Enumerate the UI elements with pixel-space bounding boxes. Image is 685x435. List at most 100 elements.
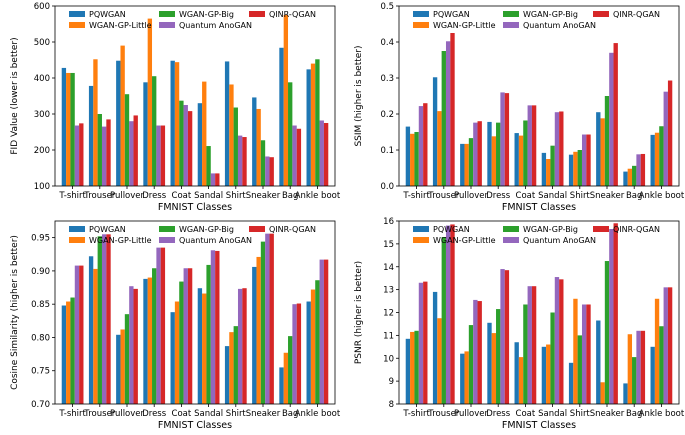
bar	[473, 299, 478, 404]
bar	[613, 223, 618, 404]
bar	[441, 51, 446, 186]
bar	[160, 247, 166, 404]
bar	[210, 173, 216, 186]
y-axis-label: Cosine Similarity (higher is better)	[10, 235, 20, 390]
bar	[106, 119, 111, 186]
bar	[288, 82, 293, 186]
x-tick-label: Trouser	[83, 191, 115, 201]
legend-swatch	[249, 226, 265, 232]
bar	[604, 96, 610, 186]
bar	[573, 298, 578, 404]
bar	[97, 114, 102, 186]
bar	[450, 224, 455, 404]
legend-swatch	[593, 226, 609, 232]
x-tick-label: Bag	[282, 191, 298, 201]
legend-label: WGAN-GP-Little	[433, 21, 496, 30]
bar	[627, 168, 633, 186]
x-tick-label: Sandal	[194, 191, 223, 201]
bar	[667, 287, 673, 404]
bar	[531, 286, 537, 404]
bar	[310, 289, 316, 404]
legend-swatch	[159, 226, 175, 232]
chart-psnr: 8 9 10 11 12 13 14 15 16 T-shirtTrouserPulloverDr…	[354, 217, 685, 431]
y-tick-label: 0.85	[31, 300, 50, 310]
bar	[152, 76, 157, 186]
bar	[183, 105, 188, 186]
bar	[229, 84, 234, 186]
legend-swatch	[69, 22, 85, 28]
axes-frame	[398, 5, 680, 187]
bar	[66, 72, 71, 186]
bar	[197, 103, 203, 186]
bar	[609, 52, 614, 186]
bar	[609, 229, 614, 404]
legend-swatch	[69, 226, 85, 232]
bar	[477, 301, 482, 404]
bar	[88, 256, 94, 404]
x-tick-label: Dress	[486, 409, 511, 419]
bar	[283, 15, 289, 186]
bar	[460, 353, 465, 404]
bar	[568, 154, 574, 186]
bar	[504, 270, 510, 404]
bar	[581, 134, 587, 186]
bar	[586, 304, 591, 404]
bar	[663, 287, 668, 404]
bar	[179, 100, 184, 186]
bar	[93, 268, 98, 404]
legend-swatch	[503, 22, 519, 28]
bar	[600, 382, 605, 404]
bar	[491, 136, 497, 186]
x-tick-label: Bag	[282, 409, 298, 419]
bar	[640, 330, 646, 404]
bar	[129, 121, 134, 186]
bar	[61, 67, 67, 186]
bar	[504, 93, 510, 186]
legend-swatch	[69, 11, 85, 17]
bar	[654, 132, 660, 186]
bar	[514, 342, 519, 404]
bar	[496, 309, 501, 404]
legend-label: QINR-QGAN	[613, 225, 660, 234]
y-tick-label: 0.4	[380, 38, 394, 48]
bar	[124, 314, 130, 404]
bar	[124, 94, 130, 186]
legend-label: WGAN-GP-Big	[179, 10, 234, 19]
bar	[116, 334, 121, 404]
legend-swatch	[413, 22, 429, 28]
bar	[233, 107, 238, 186]
y-tick-label: 15	[383, 240, 394, 250]
x-tick-label: Dress	[486, 191, 511, 201]
bar	[581, 304, 587, 404]
x-tick-label: Ankle boot	[639, 191, 685, 201]
legend-label: WGAN-GP-Big	[523, 10, 578, 19]
legend: PQWGAN WGAN-GP-Little WGAN-GP-Big Quantum A…	[413, 10, 660, 30]
bar	[147, 18, 153, 186]
bar	[315, 59, 320, 186]
y-tick-label: 0.95	[31, 234, 50, 244]
bar	[636, 154, 641, 186]
bar	[468, 325, 474, 404]
legend-swatch	[413, 237, 429, 243]
bar	[237, 135, 243, 186]
bar	[206, 146, 211, 186]
bar	[405, 126, 411, 186]
y-tick-label: 0.3	[380, 74, 394, 84]
bar	[667, 80, 673, 186]
y-tick-label: 12	[383, 309, 394, 319]
legend-label: WGAN-GP-Little	[433, 236, 496, 245]
legend: PQWGAN WGAN-GP-Little WGAN-GP-Big Quantum A…	[69, 225, 316, 245]
bar	[202, 81, 207, 186]
bar	[306, 69, 311, 186]
bar	[133, 288, 138, 404]
bar	[650, 134, 655, 186]
bar	[473, 122, 478, 186]
x-tick-label: Shirt	[570, 409, 591, 419]
bar	[496, 122, 501, 186]
bar	[156, 247, 161, 404]
bar	[88, 85, 94, 186]
bar	[659, 326, 664, 404]
bar	[288, 336, 293, 404]
